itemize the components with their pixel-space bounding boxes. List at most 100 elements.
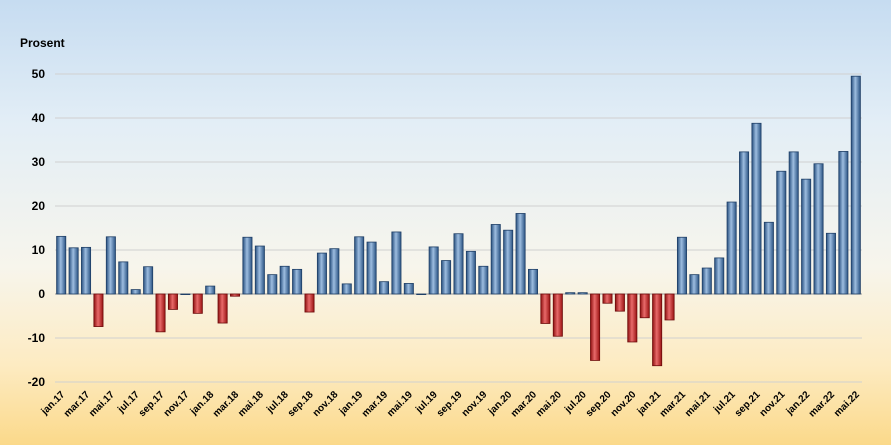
y-axis: -20 -10 0 10 20 30 40 50	[28, 67, 46, 389]
bar-nov.19	[478, 265, 489, 295]
bar-mar.18	[230, 293, 241, 297]
x-tick-label: nov.19	[460, 389, 490, 419]
bar-mai.19	[403, 283, 414, 295]
bar-nov.20	[627, 293, 638, 343]
bar-sep.21	[751, 122, 762, 295]
bar-aug.19	[441, 260, 452, 295]
bar-mar.21	[676, 236, 687, 295]
bar-sep.17	[155, 293, 166, 333]
bar-mai.17	[105, 236, 116, 295]
bar-jul.20	[577, 292, 588, 295]
bar-feb.22	[813, 163, 824, 295]
bar-nov.18	[329, 248, 340, 295]
bar-feb.18	[217, 293, 228, 324]
bars	[56, 75, 861, 367]
x-tick-label: mai.17	[87, 389, 117, 419]
bar-jun.21	[714, 257, 725, 295]
bar-des.17	[192, 293, 203, 314]
y-axis-title: Prosent	[20, 36, 65, 50]
bar-des.18	[341, 283, 352, 295]
bar-feb.17	[68, 247, 79, 295]
x-tick-label: mar.22	[807, 389, 837, 419]
bar-okt.19	[465, 250, 476, 295]
bar-mar.22	[825, 232, 836, 295]
bar-jan.17	[56, 235, 67, 295]
bar-jan.20	[503, 229, 514, 295]
bar-apr.18	[242, 236, 253, 295]
bar-jul.19	[428, 246, 439, 295]
bar-apr.19	[391, 231, 402, 295]
bar-jul.17	[130, 289, 141, 295]
bar-sep.18	[304, 293, 315, 313]
x-tick-label: sep.18	[286, 389, 316, 419]
x-tick-label: mar.17	[62, 389, 92, 419]
x-tick-label: sep.19	[435, 389, 465, 419]
x-tick-label: nov.21	[758, 389, 788, 419]
bar-apr.20	[540, 293, 551, 324]
bar-jan.19	[354, 236, 365, 295]
bar-mai.21	[701, 267, 712, 295]
y-tick-label: -20	[28, 375, 46, 389]
bar-okt.18	[316, 252, 327, 295]
y-tick-label: 40	[32, 111, 46, 125]
y-tick-label: 30	[32, 155, 46, 169]
bar-nov.17	[180, 293, 191, 296]
y-tick-label: -10	[28, 331, 46, 345]
x-tick-label: mai.22	[832, 389, 862, 419]
bar-apr.17	[93, 293, 104, 327]
bar-des.20	[639, 293, 650, 319]
bar-feb.19	[366, 241, 377, 295]
y-tick-label: 20	[32, 199, 46, 213]
bar-des.21	[788, 151, 799, 295]
bar-okt.21	[763, 221, 774, 295]
x-tick-label: mai.20	[534, 389, 564, 419]
x-tick-label: mar.21	[658, 389, 688, 419]
bar-okt.20	[614, 293, 625, 312]
bar-mar.20	[528, 268, 538, 295]
bar-aug.17	[143, 266, 154, 295]
bar-jan.18	[205, 285, 216, 295]
y-tick-label: 0	[38, 287, 45, 301]
bar-feb.20	[515, 213, 526, 295]
x-tick-label: nov.20	[609, 389, 639, 419]
x-tick-label: mai.21	[683, 389, 713, 419]
x-tick-label: sep.17	[137, 389, 167, 419]
x-axis: jan.17mar.17mai.17jul.17sep.17nov.17jan.…	[39, 389, 862, 420]
bar-apr.22	[838, 151, 849, 295]
x-tick-label: sep.21	[733, 389, 763, 419]
bar-feb.21	[664, 293, 675, 321]
y-tick-label: 50	[32, 67, 46, 81]
bar-mar.17	[81, 246, 92, 295]
bar-sep.19	[453, 233, 464, 295]
bar-des.19	[490, 224, 501, 295]
bar-aug.21	[739, 151, 750, 295]
bar-nov.21	[776, 170, 787, 295]
bar-jun.20	[565, 292, 576, 295]
bar-jan.21	[652, 293, 663, 367]
bar-sep.20	[602, 293, 613, 304]
bar-mai.18	[254, 245, 265, 295]
x-tick-label: mar.19	[360, 389, 390, 419]
bar-jan.22	[801, 178, 812, 295]
x-tick-label: nov.17	[162, 389, 192, 419]
bar-mai.20	[552, 293, 563, 337]
bar-aug.18	[292, 268, 303, 295]
bar-apr.21	[689, 274, 700, 295]
bar-mai.22	[850, 75, 861, 295]
x-tick-label: mai.18	[236, 389, 266, 419]
bar-jun.19	[416, 293, 427, 296]
x-tick-label: nov.18	[311, 389, 341, 419]
x-tick-label: mai.19	[385, 389, 415, 419]
bar-jun.17	[118, 261, 129, 295]
bar-jun.18	[267, 274, 278, 295]
bar-mar.19	[379, 281, 390, 295]
bar-jul.21	[726, 201, 737, 295]
x-tick-label: sep.20	[584, 389, 614, 419]
bar-aug.20	[590, 293, 601, 361]
bar-jul.18	[279, 265, 290, 295]
x-tick-label: mar.20	[509, 389, 539, 419]
y-tick-label: 10	[32, 243, 46, 257]
x-tick-label: mar.18	[211, 389, 241, 419]
